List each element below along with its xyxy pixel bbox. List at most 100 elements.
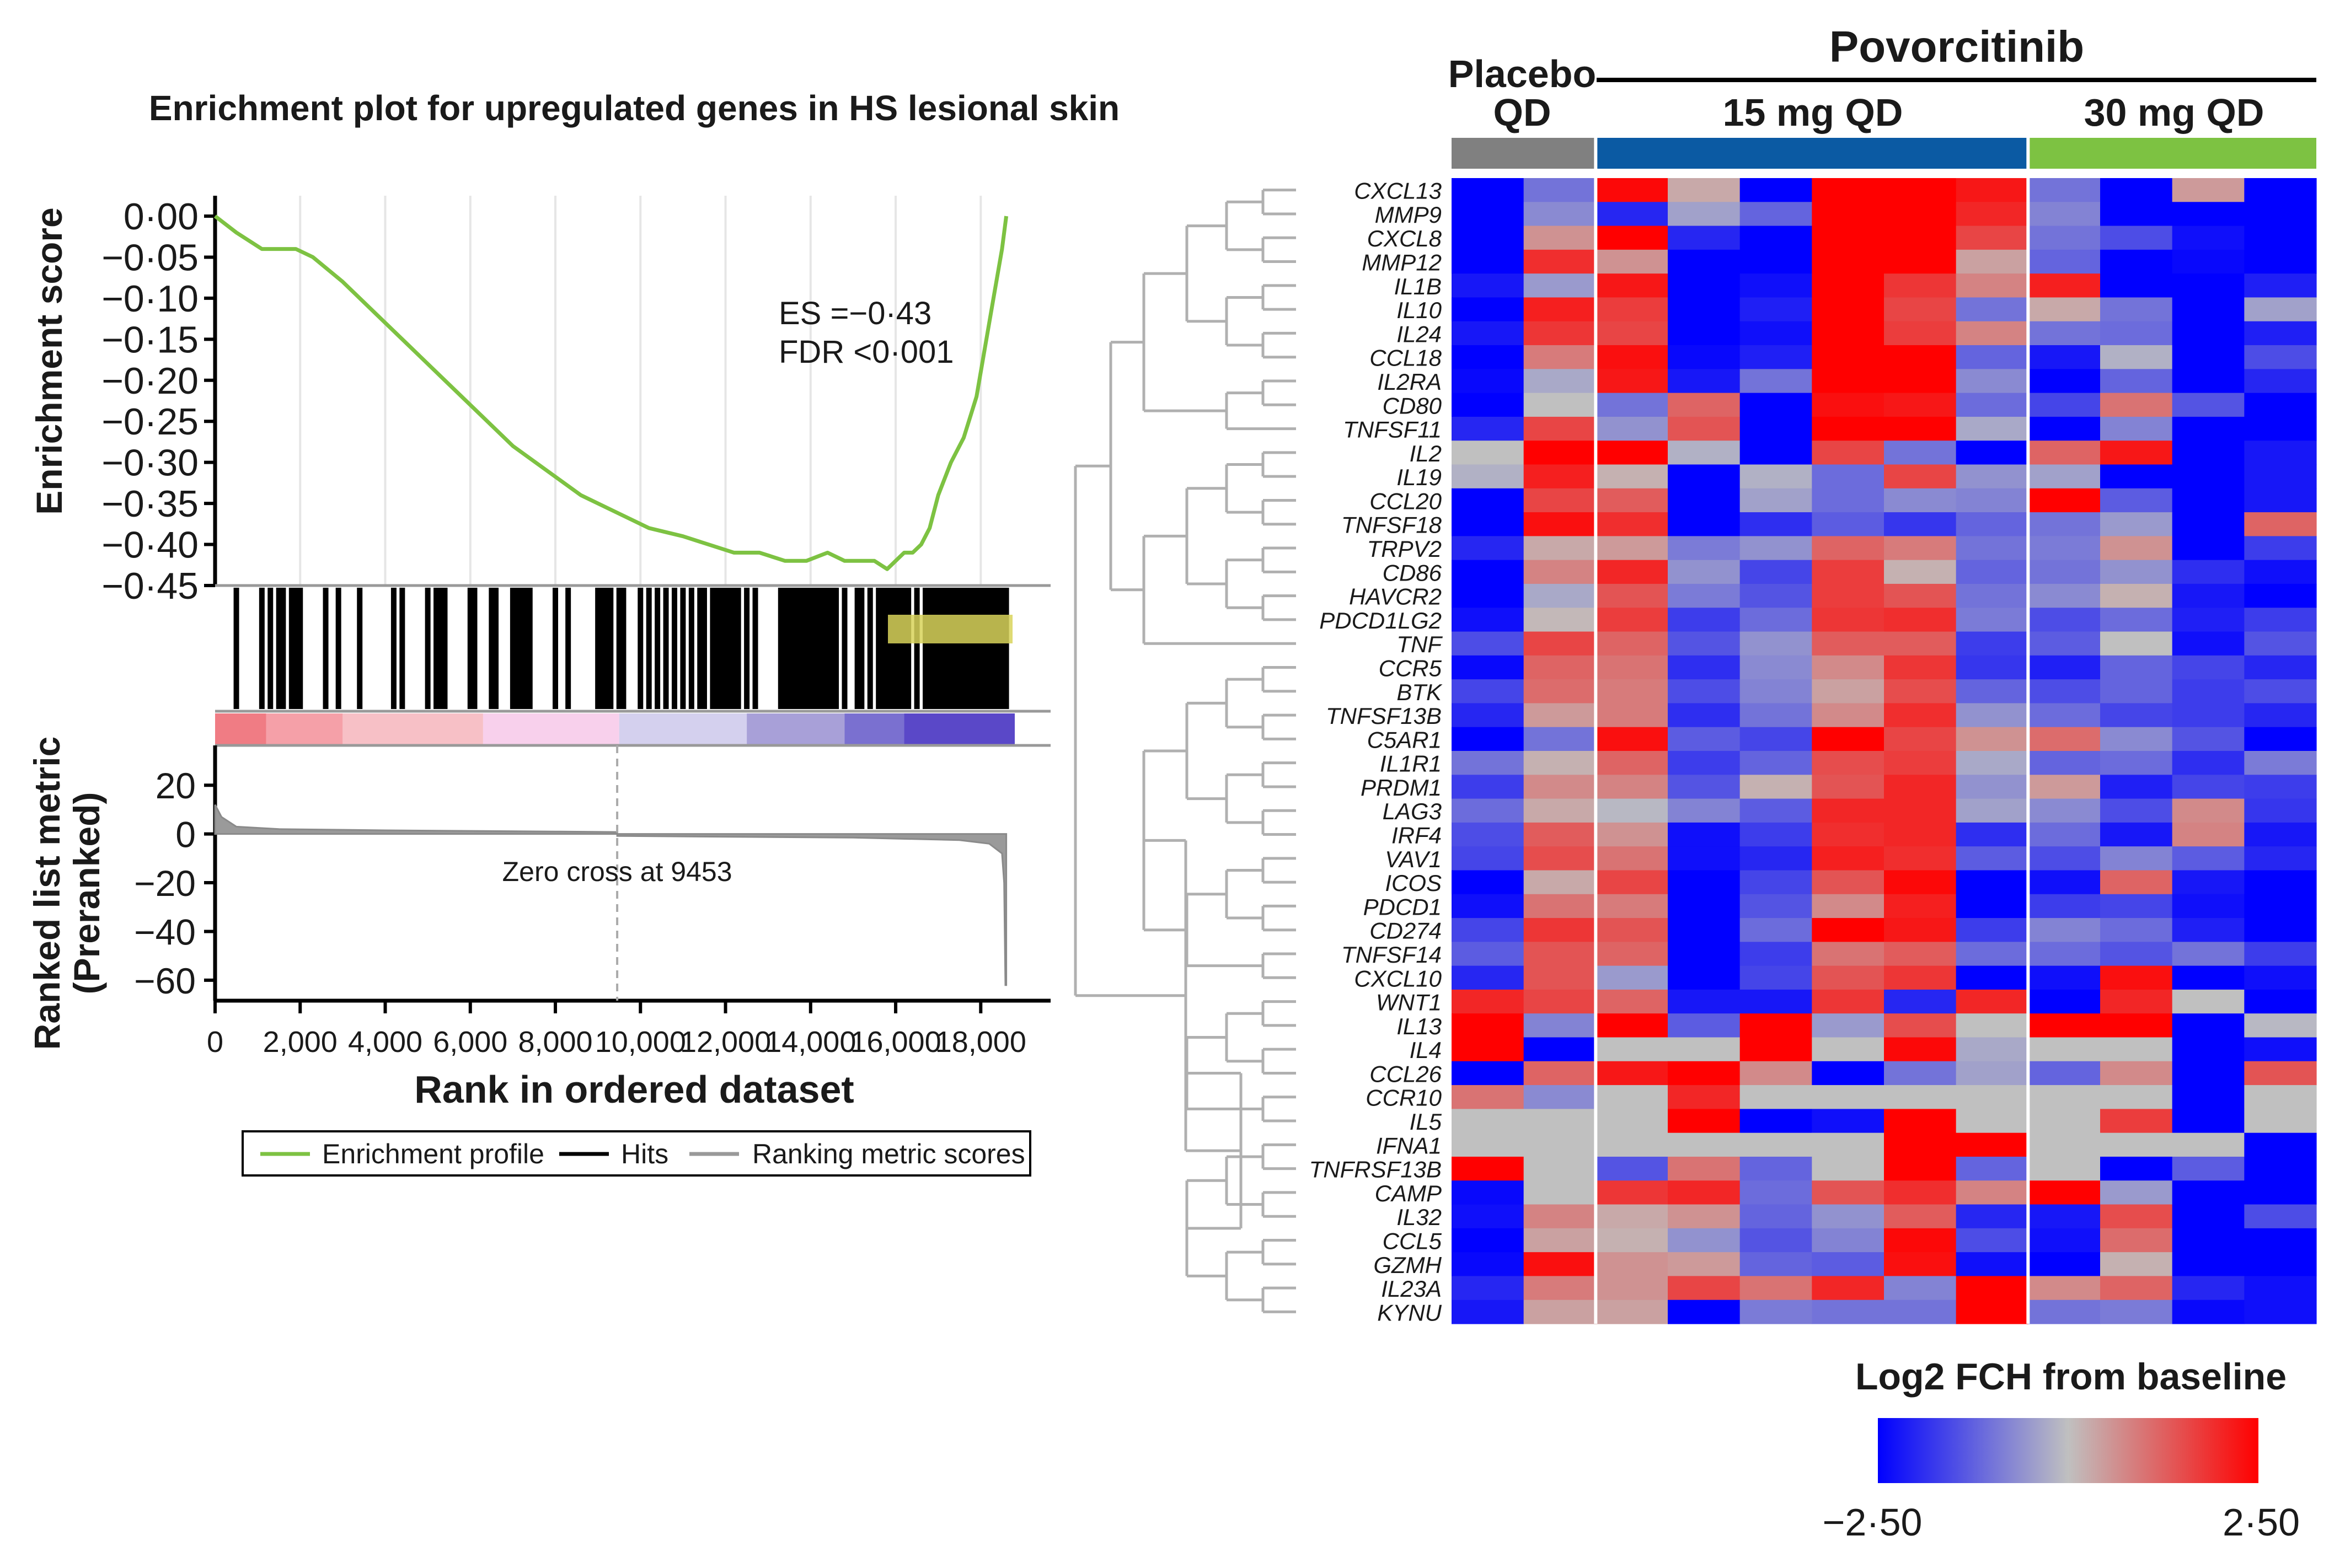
heatmap-cell [1884, 1276, 1957, 1301]
heatmap-cell [1884, 1156, 1957, 1181]
heatmap-cell [1739, 989, 1812, 1014]
heatmap-cell [1596, 631, 1668, 656]
gene-label: IL2 [1410, 441, 1442, 466]
heatmap-cell [1956, 822, 2028, 847]
heatmap-cell [1452, 512, 1524, 536]
heatmap-cell [1596, 1109, 1668, 1134]
gene-label: IRF4 [1391, 823, 1442, 849]
es-y-tick-label: −0·20 [101, 360, 199, 402]
heatmap-cell [1884, 560, 1957, 584]
gene-label: IFNA1 [1376, 1132, 1442, 1158]
heatmap-cell [1956, 583, 2028, 608]
heatmap-cell [2100, 1061, 2173, 1086]
heatmap-cell [2028, 1156, 2101, 1181]
heatmap-cell [1884, 918, 1957, 942]
heatmap-cell [1668, 202, 1741, 227]
heatmap-cell [1739, 775, 1812, 799]
heatmap-cell [1452, 1276, 1524, 1301]
heatmap-cell [1596, 942, 1668, 966]
heatmap-cell [1812, 1228, 1884, 1253]
gene-label: IL2RA [1377, 369, 1442, 395]
heatmap-cell [2172, 751, 2245, 775]
heatmap-cell [1452, 393, 1524, 417]
metric-y-tick-label: −40 [134, 911, 196, 952]
heatmap-cell [1739, 727, 1812, 751]
heatmap-cell [1956, 441, 2028, 465]
heatmap-cell [2244, 1228, 2317, 1253]
heatmap-cell [2100, 798, 2173, 823]
gene-label: CD86 [1383, 560, 1442, 586]
heatmap-cell [1523, 1132, 1596, 1157]
es-y-ticks: 0·00−0·05−0·10−0·15−0·20−0·25−0·30−0·35−… [101, 196, 215, 607]
heatmap-cell [2244, 441, 2317, 465]
heatmap-cell [1812, 1276, 1884, 1301]
heatmap-cell [1884, 727, 1957, 751]
heatmap-cell [1956, 369, 2028, 394]
heatmap-cell [2028, 631, 2101, 656]
heatmap-cell [2172, 464, 2245, 489]
heatmap-cell [1739, 273, 1812, 298]
heatmap-cell [1884, 1037, 1957, 1062]
heatmap-cell [1452, 464, 1524, 489]
heatmap-cell [1739, 1132, 1812, 1157]
heatmap-cell [1956, 1276, 2028, 1301]
heatmap-cell [1452, 488, 1524, 513]
heatmap-cell [1739, 1061, 1812, 1086]
heatmap-cell [1596, 1061, 1668, 1086]
heatmap-cell [1739, 1276, 1812, 1301]
metric-x-tick-label: 4,000 [348, 1025, 422, 1059]
heatmap-cell [2244, 297, 2317, 322]
heatmap-cell [1956, 870, 2028, 895]
es-y-tick-label: −0·25 [101, 401, 199, 443]
heatmap-cell [2100, 1132, 2173, 1157]
heatmap-cell [1452, 249, 1524, 274]
heatmap-cell [2172, 536, 2245, 561]
heatmap-cell [1956, 631, 2028, 656]
heatmap-cell [1452, 225, 1524, 250]
heatmap-cell [1956, 894, 2028, 919]
heatmap-cell [1884, 512, 1957, 536]
heatmap-cell [1596, 679, 1668, 704]
heatmap-cell [2244, 751, 2317, 775]
group-color-bar [1596, 138, 2028, 169]
heatmap-cell [2028, 918, 2101, 942]
legend-label-enrichment: Enrichment profile [322, 1139, 544, 1169]
heatmap-cell [2100, 751, 2173, 775]
x-axis-label: Rank in ordered dataset [414, 1068, 854, 1111]
heatmap-cell [2172, 965, 2245, 990]
heatmap-cell [2100, 297, 2173, 322]
heatmap-cell [1884, 488, 1957, 513]
heatmap-cell [1812, 1156, 1884, 1181]
heatmap-cell [1668, 369, 1741, 394]
heatmap-cell [1668, 1156, 1741, 1181]
heatmap-cell [1956, 1061, 2028, 1086]
heatmap-cell [2100, 178, 2173, 202]
heatmap-cell [1884, 1180, 1957, 1205]
rank-bar-segment [342, 713, 483, 744]
heatmap-cell [1452, 679, 1524, 704]
heatmap-cell [1452, 918, 1524, 942]
metric-y-tick-label: −60 [134, 960, 196, 1001]
heatmap-cell [2100, 536, 2173, 561]
rank-bar-segment [619, 713, 747, 744]
heatmap-cell [1452, 1013, 1524, 1038]
heatmap-cell [2244, 1180, 2317, 1205]
heatmap-cell [1884, 870, 1957, 895]
gene-label: CCL18 [1369, 345, 1442, 371]
metric-x-tick-label: 14,000 [765, 1025, 856, 1059]
heatmap-cell [1884, 393, 1957, 417]
heatmap-cell [1812, 488, 1884, 513]
heatmap-cell [1523, 775, 1596, 799]
heatmap-cell [2172, 1228, 2245, 1253]
heatmap-cell [1452, 1061, 1524, 1086]
heatmap-cell [1523, 536, 1596, 561]
heatmap-cell [1668, 798, 1741, 823]
heatmap-cell [2028, 416, 2101, 441]
heatmap-cell [2172, 942, 2245, 966]
heatmap-cell [1884, 441, 1957, 465]
heatmap-cell [1596, 464, 1668, 489]
heatmap-cell [1884, 655, 1957, 680]
gene-label: TNF [1396, 631, 1443, 657]
heatmap-cell [2100, 894, 2173, 919]
heatmap-cell [1523, 583, 1596, 608]
